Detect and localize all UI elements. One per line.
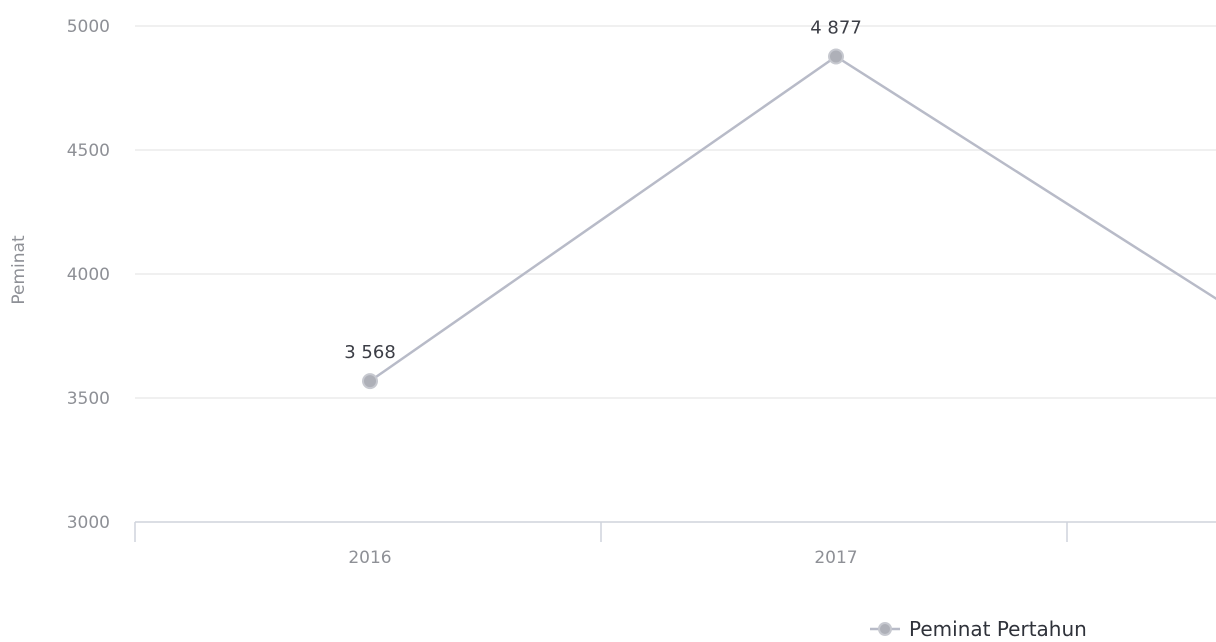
data-label-2017: 4 877 (810, 18, 862, 39)
legend-marker-symbol (878, 622, 892, 636)
y-tick-label-5000: 5000 (67, 17, 110, 37)
x-axis-tick-labels: 2016 2017 (348, 548, 857, 568)
y-tick-label-3000: 3000 (67, 513, 110, 533)
data-label-2016: 3 568 (344, 342, 396, 363)
y-axis-title: Peminat (9, 235, 29, 305)
series-line (369, 55, 1216, 383)
x-axis (134, 521, 1216, 542)
gridlines (135, 25, 1216, 399)
legend-item-peminat-pertahun[interactable]: Peminat Pertahun (909, 617, 1087, 641)
y-tick-label-3500: 3500 (67, 389, 110, 409)
series-peminat-pertahun: 3 568 4 877 (344, 18, 1216, 390)
legend[interactable]: Peminat Pertahun (870, 617, 1087, 641)
x-tick-label-2016: 2016 (348, 548, 391, 568)
data-point-2017[interactable] (828, 48, 844, 65)
x-tick-label-2017: 2017 (814, 548, 857, 568)
y-tick-label-4000: 4000 (67, 265, 110, 285)
y-axis-tick-labels: 3000 3500 4000 4500 5000 (67, 17, 110, 533)
data-point-2016[interactable] (362, 373, 378, 390)
y-tick-label-4500: 4500 (67, 141, 110, 161)
